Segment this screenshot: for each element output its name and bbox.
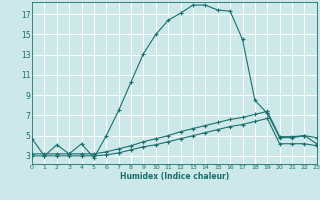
X-axis label: Humidex (Indice chaleur): Humidex (Indice chaleur) (120, 172, 229, 181)
